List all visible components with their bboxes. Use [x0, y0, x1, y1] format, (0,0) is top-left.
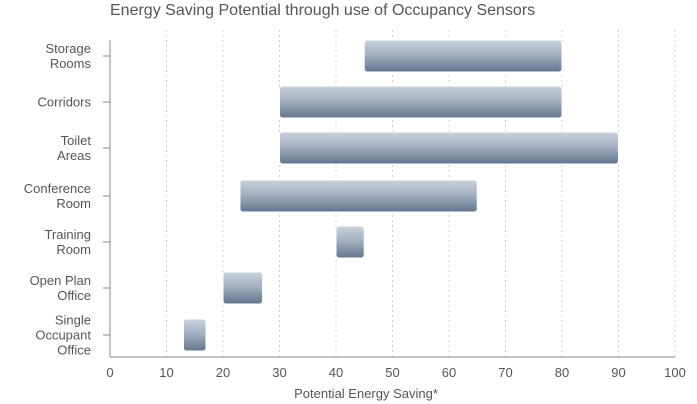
x-tick-label: 50 [385, 365, 399, 380]
category-label: Training [45, 227, 91, 242]
category-label: Room [56, 242, 91, 257]
category-label: Single [55, 313, 91, 328]
x-tick-label: 0 [106, 365, 113, 380]
chart-title: Energy Saving Potential through use of O… [110, 2, 535, 19]
bar [279, 131, 619, 165]
category-label: Rooms [50, 56, 92, 71]
x-axis-label: Potential Energy Saving* [294, 386, 438, 401]
bar [239, 179, 478, 213]
category-label: Office [57, 288, 91, 303]
x-tick-label: 90 [611, 365, 625, 380]
category-label: Conference [24, 181, 91, 196]
bar [222, 271, 264, 305]
bar [363, 39, 563, 73]
x-tick-label: 30 [272, 365, 286, 380]
x-tick-label: 70 [498, 365, 512, 380]
category-label: Storage [45, 41, 91, 56]
category-label: Areas [57, 148, 91, 163]
x-tick-label: 10 [159, 365, 173, 380]
category-label: Office [57, 343, 91, 358]
bars [182, 39, 619, 352]
category-label: Room [56, 196, 91, 211]
category-label: Occupant [35, 328, 91, 343]
x-tick-label: 20 [216, 365, 230, 380]
bar [279, 85, 563, 119]
x-tick-label: 40 [329, 365, 343, 380]
category-label: Toilet [61, 133, 92, 148]
category-label: Open Plan [30, 273, 91, 288]
x-tick-labels: 0 10 20 30 40 50 60 70 80 90 100 [106, 365, 685, 380]
axes [109, 40, 675, 358]
x-tick-label: 80 [555, 365, 569, 380]
category-label: Corridors [38, 95, 92, 110]
x-tick-label: 60 [442, 365, 456, 380]
bar [182, 318, 207, 352]
bar [335, 225, 365, 259]
x-tick-label: 100 [664, 365, 686, 380]
